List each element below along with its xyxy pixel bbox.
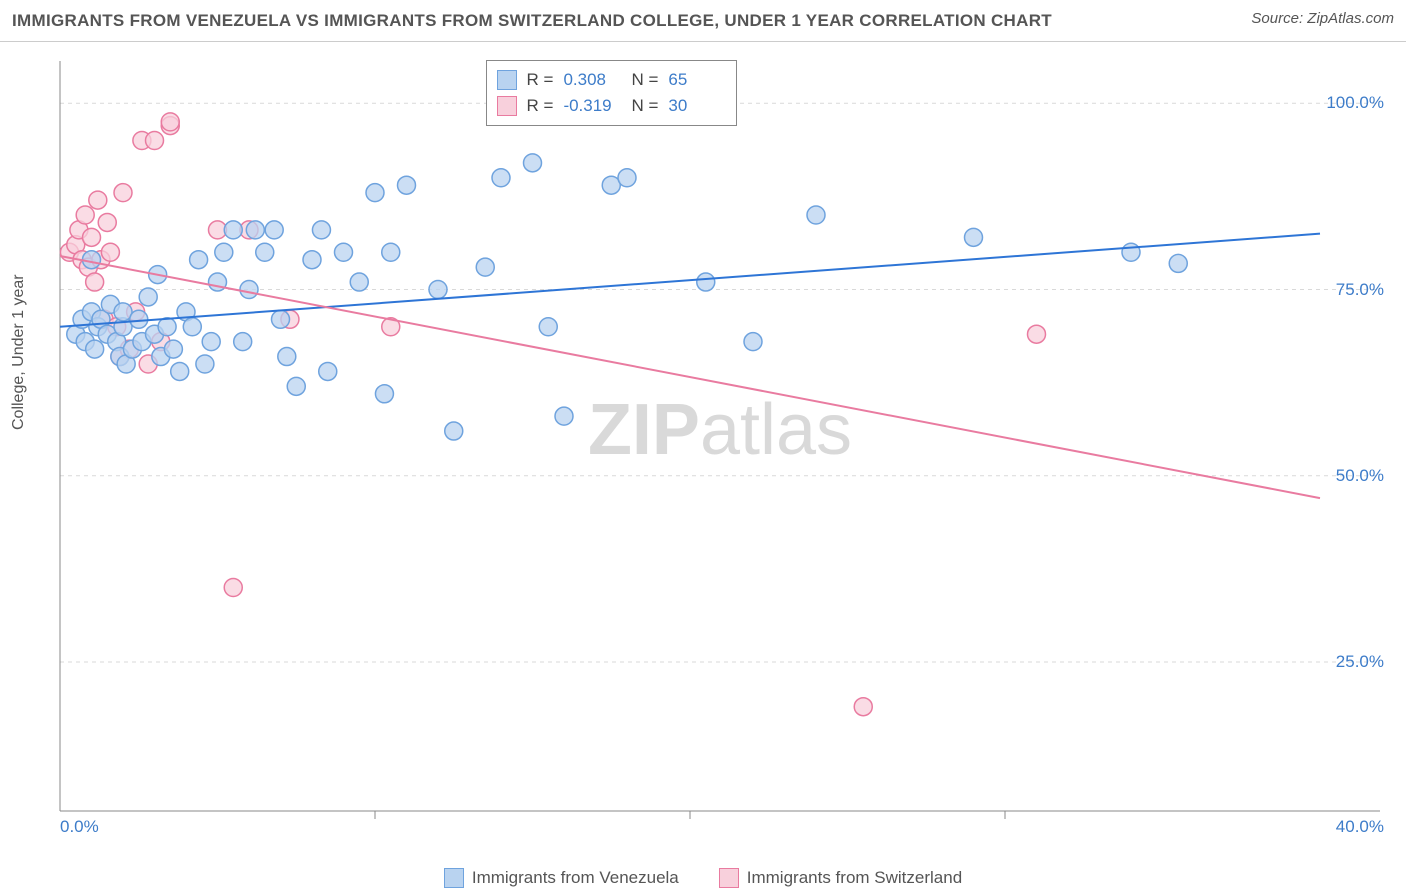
data-point	[278, 348, 296, 366]
legend-swatch-icon	[497, 96, 517, 116]
n-label: N =	[631, 70, 658, 90]
data-point	[215, 243, 233, 261]
source-credit: Source: ZipAtlas.com	[1251, 10, 1394, 27]
data-point	[190, 251, 208, 269]
data-point	[83, 228, 101, 246]
n-label: N =	[631, 96, 658, 116]
data-point	[476, 258, 494, 276]
data-point	[524, 154, 542, 172]
data-point	[196, 355, 214, 373]
data-point	[366, 184, 384, 202]
n-value: 30	[668, 96, 726, 116]
legend-label: Immigrants from Switzerland	[747, 868, 962, 888]
legend-label: Immigrants from Venezuela	[472, 868, 679, 888]
data-point	[130, 310, 148, 328]
legend-swatch-icon	[497, 70, 517, 90]
legend-stat-row: R = -0.319 N = 30	[497, 93, 727, 119]
data-point	[287, 377, 305, 395]
data-point	[555, 407, 573, 425]
data-point	[265, 221, 283, 239]
data-point	[618, 169, 636, 187]
legend-item-switzerland: Immigrants from Switzerland	[719, 868, 962, 888]
trend-line	[60, 256, 1320, 498]
data-point	[161, 113, 179, 131]
data-point	[89, 191, 107, 209]
x-tick-label: 40.0%	[1336, 817, 1384, 837]
series-legend: Immigrants from Venezuela Immigrants fro…	[0, 868, 1406, 888]
y-tick-label: 25.0%	[1336, 652, 1384, 672]
data-point	[1169, 254, 1187, 272]
data-point	[139, 288, 157, 306]
data-point	[234, 333, 252, 351]
data-point	[398, 176, 416, 194]
data-point	[202, 333, 220, 351]
data-point	[158, 318, 176, 336]
data-point	[744, 333, 762, 351]
data-point	[807, 206, 825, 224]
data-point	[272, 310, 290, 328]
data-point	[240, 281, 258, 299]
data-point	[445, 422, 463, 440]
data-point	[303, 251, 321, 269]
data-point	[335, 243, 353, 261]
data-point	[350, 273, 368, 291]
data-point	[697, 273, 715, 291]
data-point	[1122, 243, 1140, 261]
data-point	[76, 206, 94, 224]
data-point	[183, 318, 201, 336]
data-point	[1028, 325, 1046, 343]
r-label: R =	[527, 96, 554, 116]
legend-swatch-icon	[719, 868, 739, 888]
chart-title: IMMIGRANTS FROM VENEZUELA VS IMMIGRANTS …	[12, 11, 1052, 31]
n-value: 65	[668, 70, 726, 90]
data-point	[224, 579, 242, 597]
r-value: 0.308	[563, 70, 621, 90]
data-point	[312, 221, 330, 239]
data-point	[83, 251, 101, 269]
data-point	[854, 698, 872, 716]
source-prefix: Source:	[1251, 10, 1307, 27]
data-point	[539, 318, 557, 336]
data-point	[492, 169, 510, 187]
plot-area: ZIPatlas R =0.308N =65R =-0.319N =30 25.…	[50, 56, 1390, 836]
data-point	[246, 221, 264, 239]
y-axis-label: College, Under 1 year	[10, 274, 28, 430]
data-point	[86, 340, 104, 358]
x-tick-label: 0.0%	[60, 817, 99, 837]
data-point	[101, 243, 119, 261]
title-bar: IMMIGRANTS FROM VENEZUELA VS IMMIGRANTS …	[0, 0, 1406, 42]
scatter-chart	[50, 56, 1390, 836]
y-tick-label: 50.0%	[1336, 466, 1384, 486]
data-point	[319, 362, 337, 380]
r-value: -0.319	[563, 96, 621, 116]
data-point	[256, 243, 274, 261]
data-point	[164, 340, 182, 358]
data-point	[114, 184, 132, 202]
legend-swatch-icon	[444, 868, 464, 888]
data-point	[375, 385, 393, 403]
data-point	[171, 362, 189, 380]
data-point	[965, 228, 983, 246]
legend-stat-row: R = 0.308 N = 65	[497, 67, 727, 93]
data-point	[382, 243, 400, 261]
data-point	[224, 221, 242, 239]
correlation-legend: R = 0.308 N = 65 R = -0.319 N = 30	[486, 60, 738, 126]
r-label: R =	[527, 70, 554, 90]
source-name: ZipAtlas.com	[1307, 10, 1394, 27]
data-point	[146, 132, 164, 150]
y-tick-label: 75.0%	[1336, 280, 1384, 300]
y-tick-label: 100.0%	[1326, 93, 1384, 113]
data-point	[429, 281, 447, 299]
data-point	[98, 213, 116, 231]
legend-item-venezuela: Immigrants from Venezuela	[444, 868, 679, 888]
data-point	[86, 273, 104, 291]
